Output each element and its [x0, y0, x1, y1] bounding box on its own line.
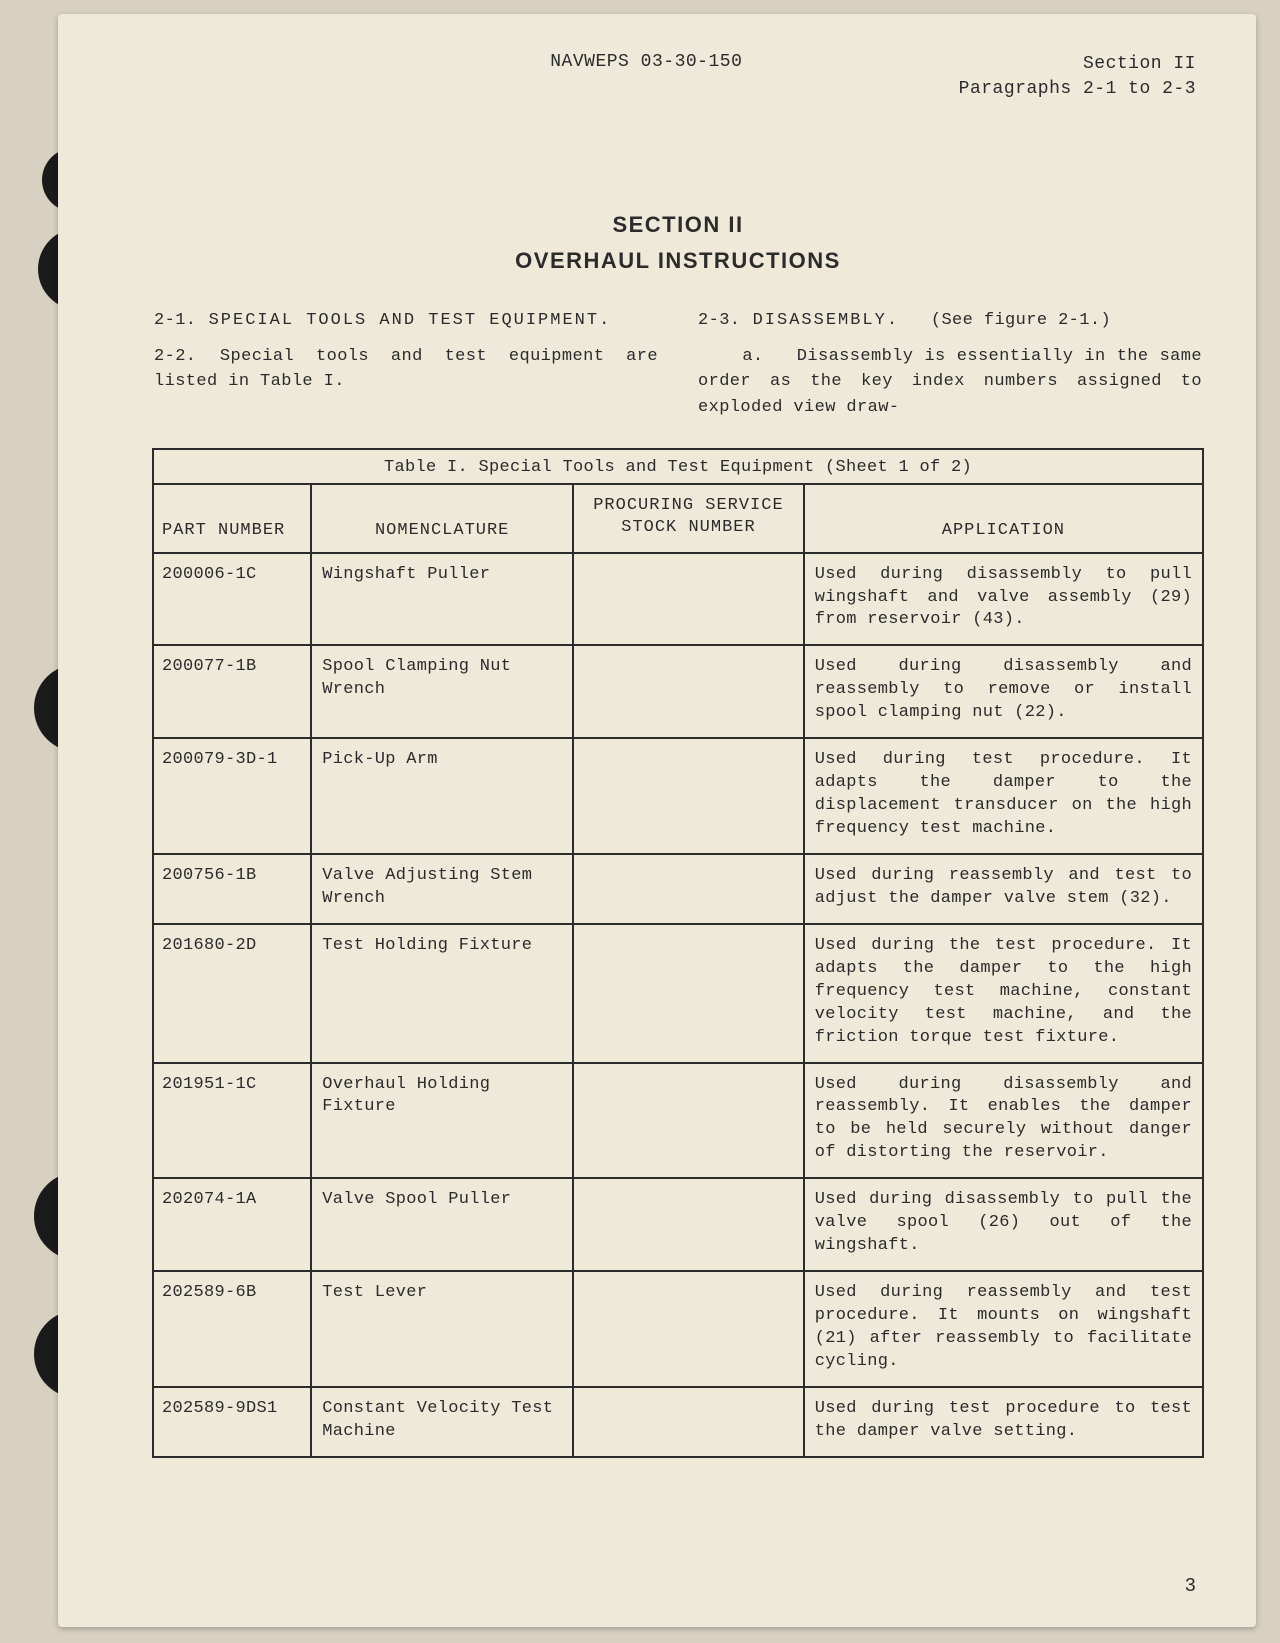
cell-nomenclature: Test Lever — [311, 1271, 573, 1387]
tools-table: Table I. Special Tools and Test Equipmen… — [152, 448, 1204, 1457]
page-header: NAVWEPS 03-30-150 Section II Paragraphs … — [148, 52, 1208, 102]
col-nomenclature: NOMENCLATURE — [311, 484, 573, 552]
left-column: 2-1. SPECIAL TOOLS AND TEST EQUIPMENT. 2… — [154, 308, 658, 430]
cell-application: Used during test procedure. It adapts th… — [804, 738, 1202, 854]
para-number: 2-3. — [698, 308, 742, 334]
cell-stock-number — [573, 1387, 804, 1456]
table-row: 200756-1BValve Adjusting Stem Wrench Used… — [154, 854, 1202, 924]
header-right: Section II Paragraphs 2-1 to 2-3 — [959, 52, 1196, 102]
col-stock-number: PROCURING SERVICE STOCK NUMBER — [573, 484, 804, 552]
cell-part-number: 200077-1B — [154, 645, 311, 738]
subpara-lead: a. — [742, 347, 763, 366]
para-ref: (See figure 2-1.) — [931, 311, 1111, 330]
para-2-2: 2-2. Special tools and test equipment ar… — [154, 344, 658, 395]
subpara-body: Disassembly is essentially in the same o… — [698, 347, 1202, 417]
table-caption: Table I. Special Tools and Test Equipmen… — [154, 450, 1202, 483]
para-number: 2-1. — [154, 308, 198, 334]
doc-id: NAVWEPS 03-30-150 — [154, 52, 959, 102]
body-columns: 2-1. SPECIAL TOOLS AND TEST EQUIPMENT. 2… — [148, 308, 1208, 448]
cell-application: Used during disassembly and reassembly. … — [804, 1063, 1202, 1179]
table-row: 201680-2DTest Holding Fixture Used during… — [154, 924, 1202, 1063]
table-row: 200077-1BSpool Clamping Nut Wrench Used d… — [154, 645, 1202, 738]
para-2-1: 2-1. SPECIAL TOOLS AND TEST EQUIPMENT. — [154, 308, 658, 334]
right-column: 2-3. DISASSEMBLY. (See figure 2-1.) a. D… — [698, 308, 1202, 430]
cell-application: Used during reassembly and test procedur… — [804, 1271, 1202, 1387]
table: PART NUMBER NOMENCLATURE PROCURING SERVI… — [154, 483, 1202, 1455]
cell-nomenclature: Pick-Up Arm — [311, 738, 573, 854]
page: NAVWEPS 03-30-150 Section II Paragraphs … — [58, 14, 1256, 1627]
cell-stock-number — [573, 924, 804, 1063]
table-row: 202074-1AValve Spool Puller Used during d… — [154, 1178, 1202, 1271]
para-number: 2-2. — [154, 344, 198, 370]
col-part-number: PART NUMBER — [154, 484, 311, 552]
section-label: Section II — [959, 52, 1196, 77]
table-row: 200006-1CWingshaft Puller Used during dis… — [154, 553, 1202, 646]
table-row: 200079-3D-1Pick-Up Arm Used during test p… — [154, 738, 1202, 854]
cell-application: Used during disassembly and reassembly t… — [804, 645, 1202, 738]
para-2-3: 2-3. DISASSEMBLY. (See figure 2-1.) — [698, 308, 1202, 334]
cell-application: Used during disassembly to pull wingshaf… — [804, 553, 1202, 646]
cell-part-number: 201680-2D — [154, 924, 311, 1063]
para-body: Special tools and test equipment are lis… — [154, 347, 658, 392]
table-row: 202589-6BTest Lever Used during reassembl… — [154, 1271, 1202, 1387]
cell-part-number: 202589-6B — [154, 1271, 311, 1387]
col-stock-l1: PROCURING SERVICE — [593, 496, 783, 515]
paragraph-range: Paragraphs 2-1 to 2-3 — [959, 77, 1196, 102]
cell-nomenclature: Overhaul Holding Fixture — [311, 1063, 573, 1179]
page-number: 3 — [1185, 1575, 1196, 1597]
cell-part-number: 202074-1A — [154, 1178, 311, 1271]
cell-stock-number — [573, 553, 804, 646]
cell-part-number: 202589-9DS1 — [154, 1387, 311, 1456]
cell-application: Used during the test procedure. It adapt… — [804, 924, 1202, 1063]
cell-nomenclature: Wingshaft Puller — [311, 553, 573, 646]
cell-part-number: 200756-1B — [154, 854, 311, 924]
section-subtitle: OVERHAUL INSTRUCTIONS — [148, 248, 1208, 274]
para-title: SPECIAL TOOLS AND TEST EQUIPMENT. — [209, 311, 612, 330]
cell-part-number: 200006-1C — [154, 553, 311, 646]
cell-stock-number — [573, 645, 804, 738]
cell-nomenclature: Valve Adjusting Stem Wrench — [311, 854, 573, 924]
col-stock-l2: STOCK NUMBER — [621, 518, 755, 537]
cell-application: Used during disassembly to pull the valv… — [804, 1178, 1202, 1271]
cell-stock-number — [573, 1063, 804, 1179]
cell-stock-number — [573, 738, 804, 854]
cell-application: Used during reassembly and test to adjus… — [804, 854, 1202, 924]
para-2-3a: a. Disassembly is essentially in the sam… — [698, 344, 1202, 421]
cell-part-number: 201951-1C — [154, 1063, 311, 1179]
cell-stock-number — [573, 854, 804, 924]
cell-nomenclature: Test Holding Fixture — [311, 924, 573, 1063]
col-application: APPLICATION — [804, 484, 1202, 552]
cell-nomenclature: Spool Clamping Nut Wrench — [311, 645, 573, 738]
section-heading: SECTION II OVERHAUL INSTRUCTIONS — [148, 212, 1208, 274]
cell-nomenclature: Constant Velocity Test Machine — [311, 1387, 573, 1456]
cell-nomenclature: Valve Spool Puller — [311, 1178, 573, 1271]
cell-application: Used during test procedure to test the d… — [804, 1387, 1202, 1456]
table-header-row: PART NUMBER NOMENCLATURE PROCURING SERVI… — [154, 484, 1202, 552]
cell-stock-number — [573, 1178, 804, 1271]
cell-stock-number — [573, 1271, 804, 1387]
section-title: SECTION II — [148, 212, 1208, 238]
table-row: 202589-9DS1Constant Velocity Test Machin… — [154, 1387, 1202, 1456]
cell-part-number: 200079-3D-1 — [154, 738, 311, 854]
para-title: DISASSEMBLY. — [753, 311, 899, 330]
table-row: 201951-1COverhaul Holding Fixture Used du… — [154, 1063, 1202, 1179]
table-body: 200006-1CWingshaft Puller Used during dis… — [154, 553, 1202, 1456]
